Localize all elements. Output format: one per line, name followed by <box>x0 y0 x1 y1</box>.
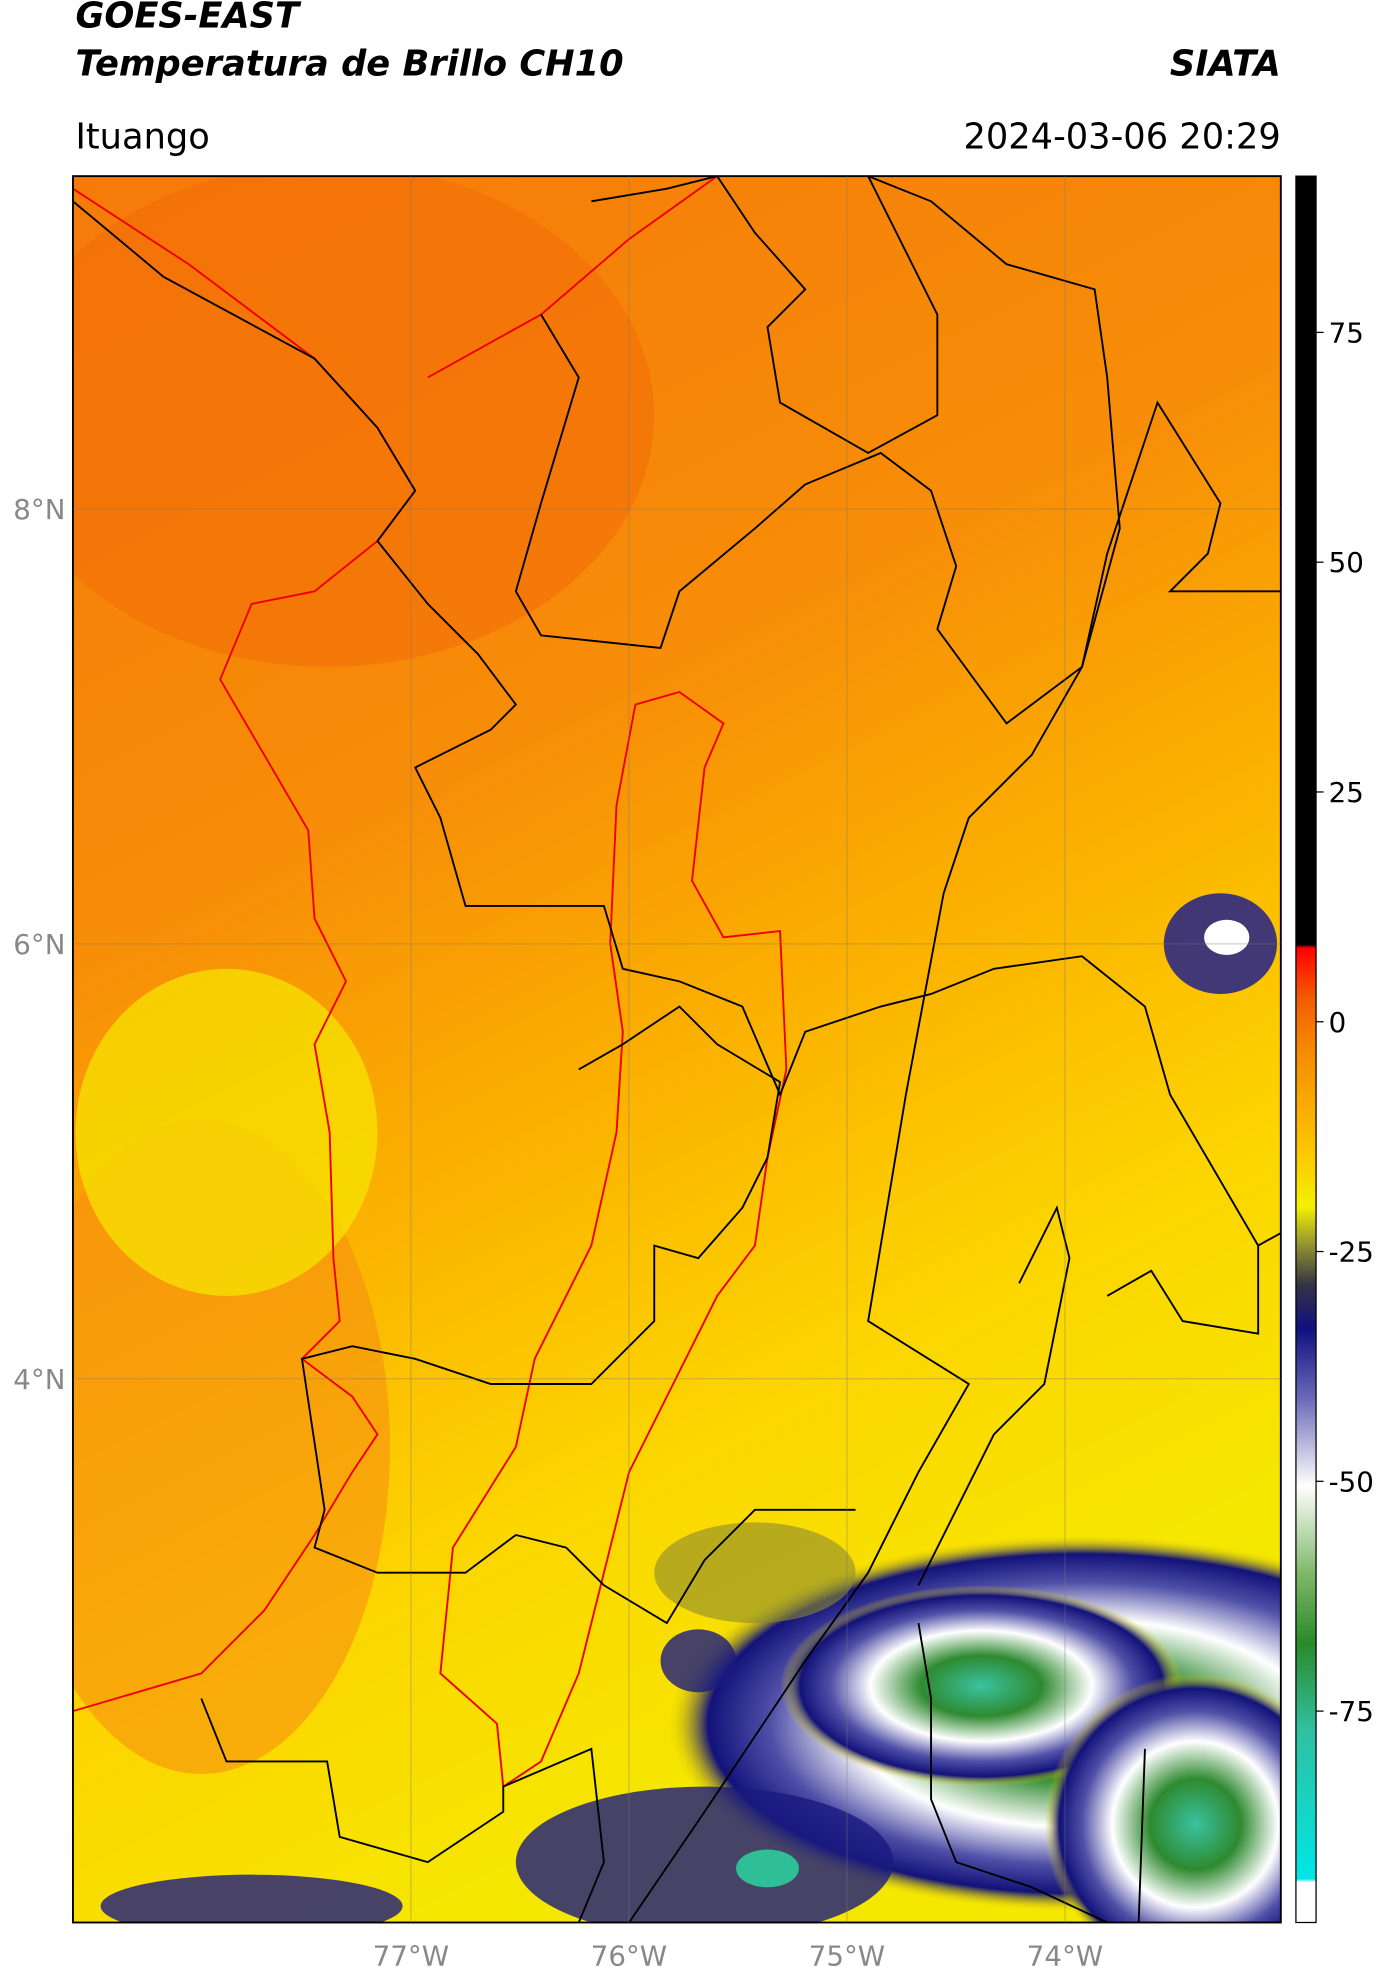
colorbar-tick-label: -75 <box>1329 1695 1374 1728</box>
colorbar-ticks: 75 50 25 0 -25 -50 -75 <box>1316 316 1374 1728</box>
colorbar-tick-label: -50 <box>1329 1465 1374 1498</box>
subtitle: Temperatura de Brillo CH10 <box>75 43 623 84</box>
y-tick-label: 8°N <box>13 493 65 526</box>
colorbar-tick-label: -25 <box>1329 1236 1374 1269</box>
map-frame <box>72 175 1282 1924</box>
colorbar-tick-label: 75 <box>1329 316 1364 349</box>
colorbar-tick-label: 25 <box>1329 776 1364 809</box>
x-tick-label: 76°W <box>591 1939 667 1972</box>
map-image <box>72 176 1281 1923</box>
y-tick-label: 4°N <box>13 1363 65 1396</box>
x-tick-label: 77°W <box>373 1939 449 1972</box>
x-tick-label: 75°W <box>809 1939 885 1972</box>
colorbar <box>1295 175 1317 1924</box>
colorbar-tick-label: 0 <box>1329 1006 1347 1039</box>
y-tick-label: 6°N <box>13 928 65 961</box>
graticule: 77°W 76°W 75°W 74°W 8°N 6°N 4°N <box>13 176 1281 1972</box>
location: Ituango <box>75 116 209 157</box>
title: GOES-EAST <box>75 0 302 37</box>
datetime: 2024-03-06 20:29 <box>963 116 1280 157</box>
colorbar-tick-label: 50 <box>1329 546 1364 579</box>
x-tick-label: 74°W <box>1027 1939 1103 1972</box>
brand: SIATA <box>1170 43 1281 84</box>
